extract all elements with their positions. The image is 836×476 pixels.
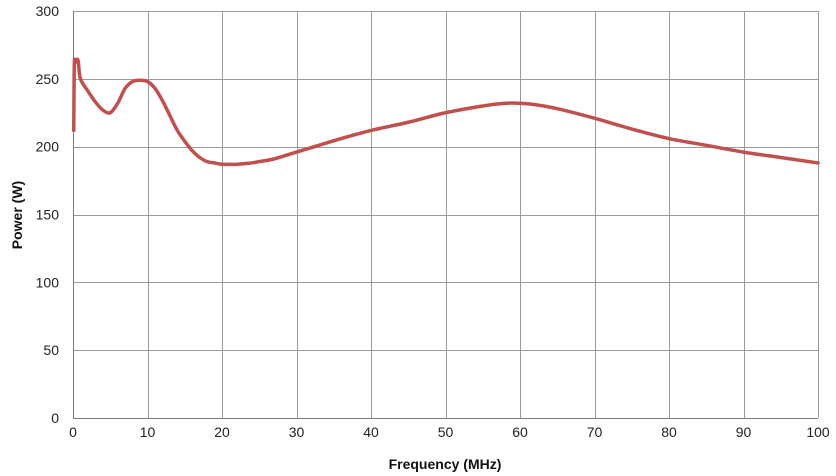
x-tick-label: 0 <box>69 424 77 440</box>
y-tick-label: 0 <box>51 410 59 426</box>
x-tick-label: 20 <box>214 424 230 440</box>
series-line <box>72 57 820 167</box>
grid <box>73 11 819 419</box>
y-tick-label: 150 <box>36 207 60 223</box>
y-tick-label: 50 <box>43 342 59 358</box>
y-tick-label: 250 <box>36 71 60 87</box>
x-tick-label: 100 <box>806 424 830 440</box>
x-tick-labels: 0 10 20 30 40 50 60 70 80 90 100 <box>69 424 830 440</box>
y-tick-label: 300 <box>36 3 60 19</box>
x-tick-label: 70 <box>587 424 603 440</box>
x-tick-label: 30 <box>289 424 305 440</box>
x-tick-label: 50 <box>438 424 454 440</box>
y-tick-label: 200 <box>36 139 60 155</box>
x-tick-label: 80 <box>661 424 677 440</box>
x-tick-label: 40 <box>363 424 379 440</box>
y-tick-label: 100 <box>36 274 60 290</box>
series-group <box>72 57 820 167</box>
y-axis-title: Power (W) <box>9 181 25 249</box>
x-tick-label: 60 <box>512 424 528 440</box>
y-tick-labels: 0 50 100 150 200 250 300 <box>36 3 60 426</box>
x-axis-title: Frequency (MHz) <box>389 456 502 472</box>
x-tick-label: 90 <box>736 424 752 440</box>
x-tick-label: 10 <box>140 424 156 440</box>
axes <box>73 11 818 419</box>
